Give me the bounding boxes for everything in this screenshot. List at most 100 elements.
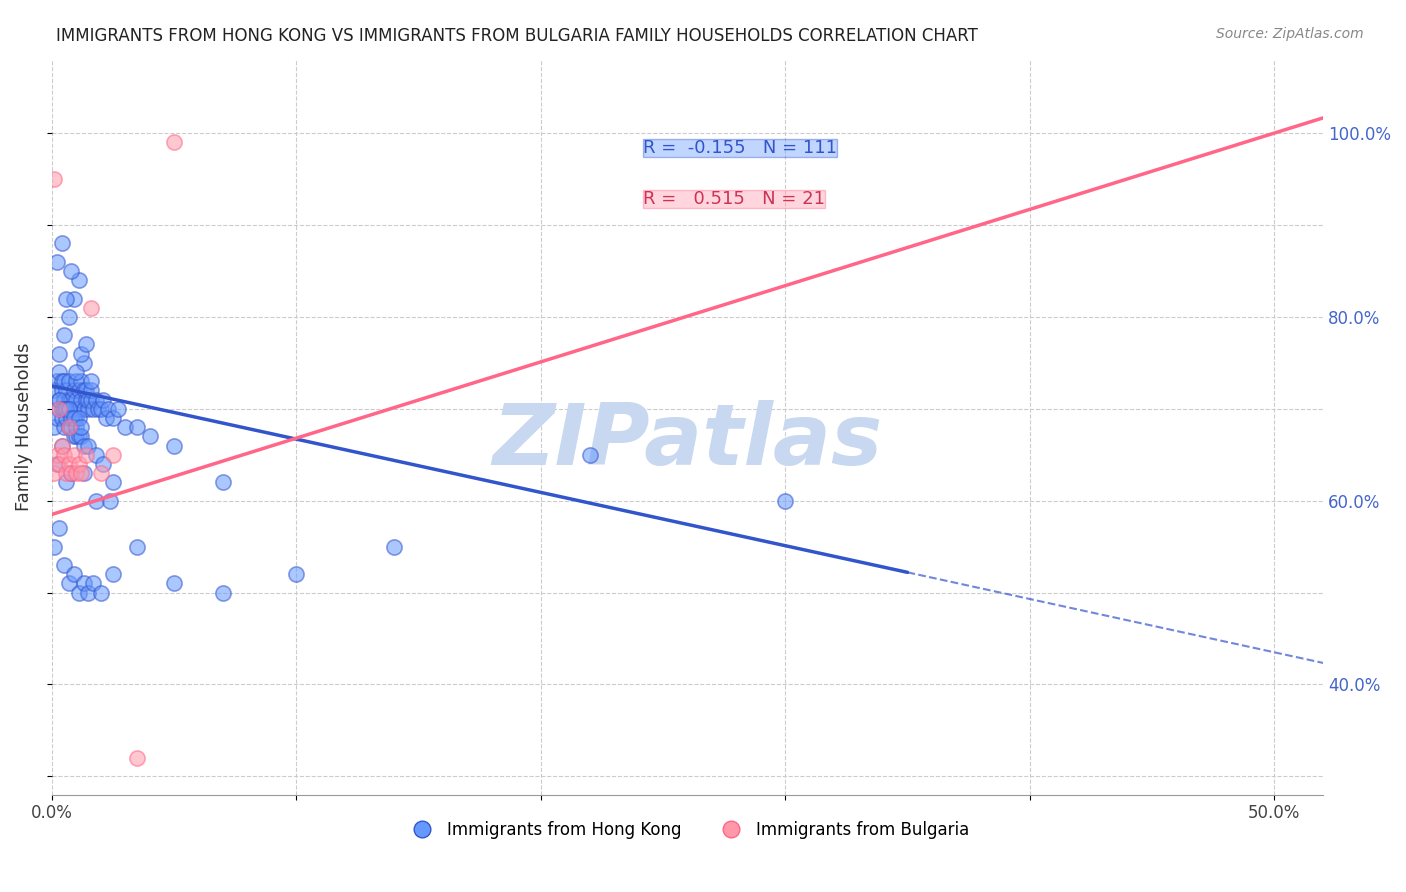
Point — [67, 411, 90, 425]
Point — [101, 475, 124, 490]
Point — [382, 540, 405, 554]
Point — [60, 420, 83, 434]
Point — [67, 384, 90, 398]
Text: Source: ZipAtlas.com: Source: ZipAtlas.com — [1216, 27, 1364, 41]
Point — [60, 392, 83, 407]
Point — [62, 292, 84, 306]
Point — [80, 384, 103, 398]
Text: IMMIGRANTS FROM HONG KONG VS IMMIGRANTS FROM BULGARIA FAMILY HOUSEHOLDS CORRELAT: IMMIGRANTS FROM HONG KONG VS IMMIGRANTS … — [56, 27, 979, 45]
Point — [70, 466, 93, 480]
Point — [101, 411, 124, 425]
Point — [48, 346, 70, 360]
Point — [51, 438, 73, 452]
Point — [107, 401, 129, 416]
Point — [77, 392, 100, 407]
Point — [67, 585, 90, 599]
Point — [45, 374, 67, 388]
Point — [70, 374, 93, 388]
Point — [45, 411, 67, 425]
Point — [58, 576, 80, 591]
Point — [67, 401, 90, 416]
Point — [75, 337, 97, 351]
Point — [91, 392, 114, 407]
Text: R =   0.515   N = 21: R = 0.515 N = 21 — [643, 190, 825, 208]
Point — [94, 411, 117, 425]
Point — [70, 346, 93, 360]
Point — [60, 411, 83, 425]
Point — [48, 392, 70, 407]
Point — [84, 392, 107, 407]
Point — [70, 420, 93, 434]
Point — [72, 401, 94, 416]
Point — [48, 457, 70, 471]
Point — [80, 374, 103, 388]
Point — [65, 411, 87, 425]
Point — [97, 401, 120, 416]
Point — [70, 392, 93, 407]
Point — [53, 374, 76, 388]
Point — [163, 136, 186, 150]
Point — [58, 392, 80, 407]
Point — [163, 576, 186, 591]
Point — [44, 466, 66, 480]
Point — [127, 540, 149, 554]
Point — [55, 401, 77, 416]
Point — [72, 466, 94, 480]
Point — [212, 475, 235, 490]
Point — [60, 466, 83, 480]
Point — [77, 585, 100, 599]
Point — [55, 401, 77, 416]
Point — [44, 540, 66, 554]
Text: R =  -0.155   N = 111: R = -0.155 N = 111 — [643, 139, 837, 157]
Point — [285, 567, 308, 582]
Point — [65, 466, 87, 480]
Point — [45, 448, 67, 462]
Point — [67, 457, 90, 471]
Point — [212, 585, 235, 599]
Point — [58, 310, 80, 324]
Point — [65, 420, 87, 434]
Point — [62, 448, 84, 462]
Point — [101, 567, 124, 582]
Point — [90, 466, 112, 480]
Point — [45, 457, 67, 471]
Point — [163, 438, 186, 452]
Point — [51, 236, 73, 251]
Point — [53, 558, 76, 572]
Point — [60, 264, 83, 278]
Point — [55, 475, 77, 490]
Point — [138, 429, 160, 443]
Point — [90, 585, 112, 599]
Point — [72, 356, 94, 370]
Point — [51, 401, 73, 416]
Point — [51, 438, 73, 452]
Text: ZIPatlas: ZIPatlas — [492, 401, 883, 483]
Point — [75, 392, 97, 407]
Point — [55, 411, 77, 425]
Point — [53, 328, 76, 343]
Point — [75, 448, 97, 462]
Point — [77, 401, 100, 416]
Point — [127, 751, 149, 765]
Point — [65, 365, 87, 379]
Point — [48, 401, 70, 416]
Legend: Immigrants from Hong Kong, Immigrants from Bulgaria: Immigrants from Hong Kong, Immigrants fr… — [398, 814, 976, 846]
Point — [44, 420, 66, 434]
Point — [67, 429, 90, 443]
Point — [48, 365, 70, 379]
Point — [60, 466, 83, 480]
Point — [87, 401, 110, 416]
Point — [84, 493, 107, 508]
Point — [60, 401, 83, 416]
Point — [65, 392, 87, 407]
Point — [62, 411, 84, 425]
Point — [51, 374, 73, 388]
Point — [578, 448, 600, 462]
Point — [53, 448, 76, 462]
Point — [53, 420, 76, 434]
Point — [80, 301, 103, 315]
Point — [62, 401, 84, 416]
Point — [58, 420, 80, 434]
Point — [48, 401, 70, 416]
Point — [51, 411, 73, 425]
